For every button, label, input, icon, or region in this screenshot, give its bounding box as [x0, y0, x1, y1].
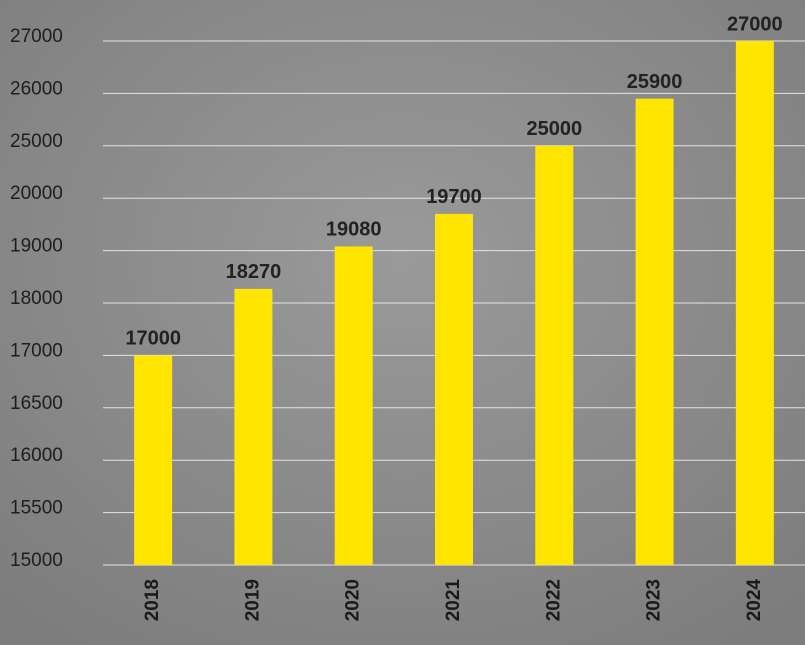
- bar: [535, 145, 574, 566]
- y-tick-label: 19000: [10, 236, 63, 257]
- value-label: 25900: [627, 71, 683, 93]
- bar: [635, 98, 674, 565]
- value-label: 25000: [526, 118, 582, 140]
- x-tick-label: 2023: [644, 579, 665, 621]
- x-tick-label: 2022: [543, 579, 564, 621]
- bar: [435, 213, 473, 566]
- bar: [234, 288, 273, 565]
- x-tick-label: 2019: [242, 579, 263, 621]
- y-tick-label: 18000: [10, 288, 63, 309]
- y-tick-label: 15000: [10, 550, 63, 571]
- value-label: 17000: [125, 328, 181, 350]
- x-tick-label: 2018: [142, 579, 163, 621]
- bar: [134, 355, 173, 565]
- y-tick-label: 15500: [10, 498, 63, 519]
- y-tick-label: 16500: [10, 393, 63, 414]
- value-label: 19080: [326, 219, 382, 241]
- y-tick-label: 27000: [10, 26, 63, 47]
- value-label: 19700: [426, 186, 482, 208]
- y-tick-label: 16000: [10, 445, 63, 466]
- value-label: 27000: [727, 13, 783, 35]
- y-tick-label: 25000: [10, 131, 63, 152]
- x-tick-label: 2021: [443, 579, 464, 622]
- value-label: 18270: [226, 261, 282, 283]
- y-tick-label: 20000: [10, 183, 63, 204]
- bar: [334, 246, 373, 565]
- bar: [735, 41, 774, 565]
- y-tick-label: 26000: [10, 78, 63, 99]
- x-tick-label: 2020: [343, 579, 364, 621]
- y-tick-label: 17000: [10, 340, 63, 361]
- x-tick-label: 2024: [744, 579, 765, 622]
